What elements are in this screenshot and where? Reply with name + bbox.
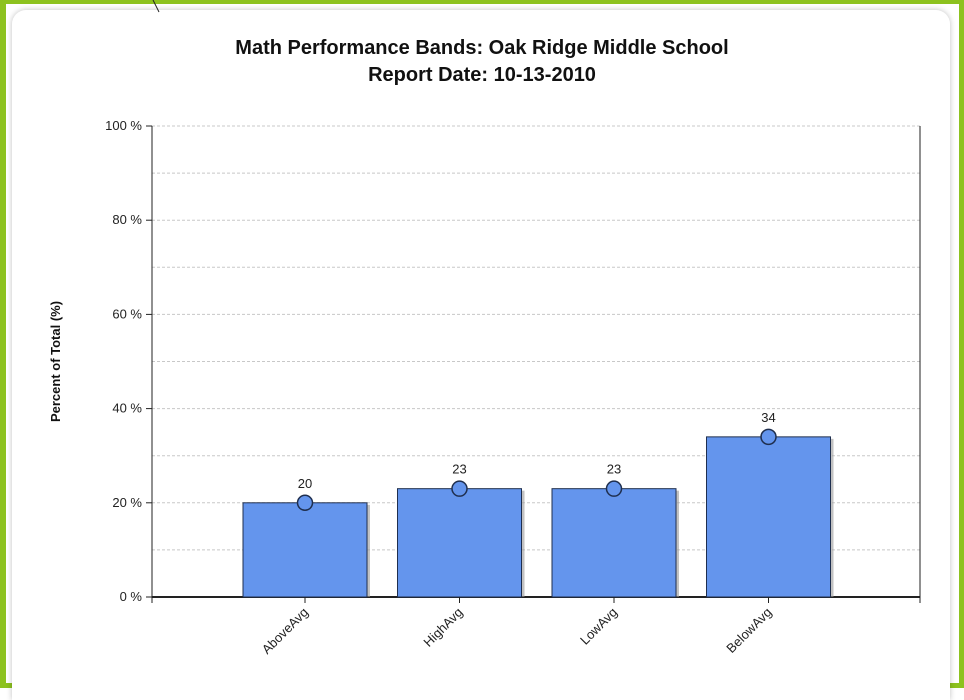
corner-decoration [152, 0, 160, 13]
y-axis-title: Percent of Total (%) [48, 301, 63, 422]
bar-belowavg [706, 436, 831, 598]
data-label: 23 [452, 462, 466, 477]
x-tick-label: LowAvg [577, 605, 620, 648]
data-label: 20 [298, 476, 312, 491]
data-label: 34 [761, 410, 775, 425]
y-tick-label: 40 % [112, 401, 142, 416]
x-tick-label: AboveAvg [259, 605, 311, 657]
data-point-marker [605, 480, 623, 497]
x-tick-label: HighAvg [420, 605, 465, 650]
bar-highavg [397, 488, 522, 598]
y-tick-label: 80 % [112, 212, 142, 227]
chart-subtitle: Report Date: 10-13-2010 [368, 64, 596, 86]
chart-title: Math Performance Bands: Oak Ridge Middle… [235, 37, 729, 59]
y-tick-label: 100 % [105, 118, 142, 133]
y-tick-label: 20 % [112, 495, 142, 510]
data-point-marker [760, 428, 777, 446]
y-tick-label: 0 % [120, 589, 143, 604]
bar-lowavg [551, 488, 677, 598]
data-point-marker [451, 480, 468, 497]
data-label: 23 [607, 462, 621, 477]
y-tick-label: 60 % [112, 306, 142, 321]
data-point-marker [296, 494, 314, 512]
bar-aboveavg [242, 502, 368, 598]
x-tick-label: BelowAvg [723, 605, 774, 656]
